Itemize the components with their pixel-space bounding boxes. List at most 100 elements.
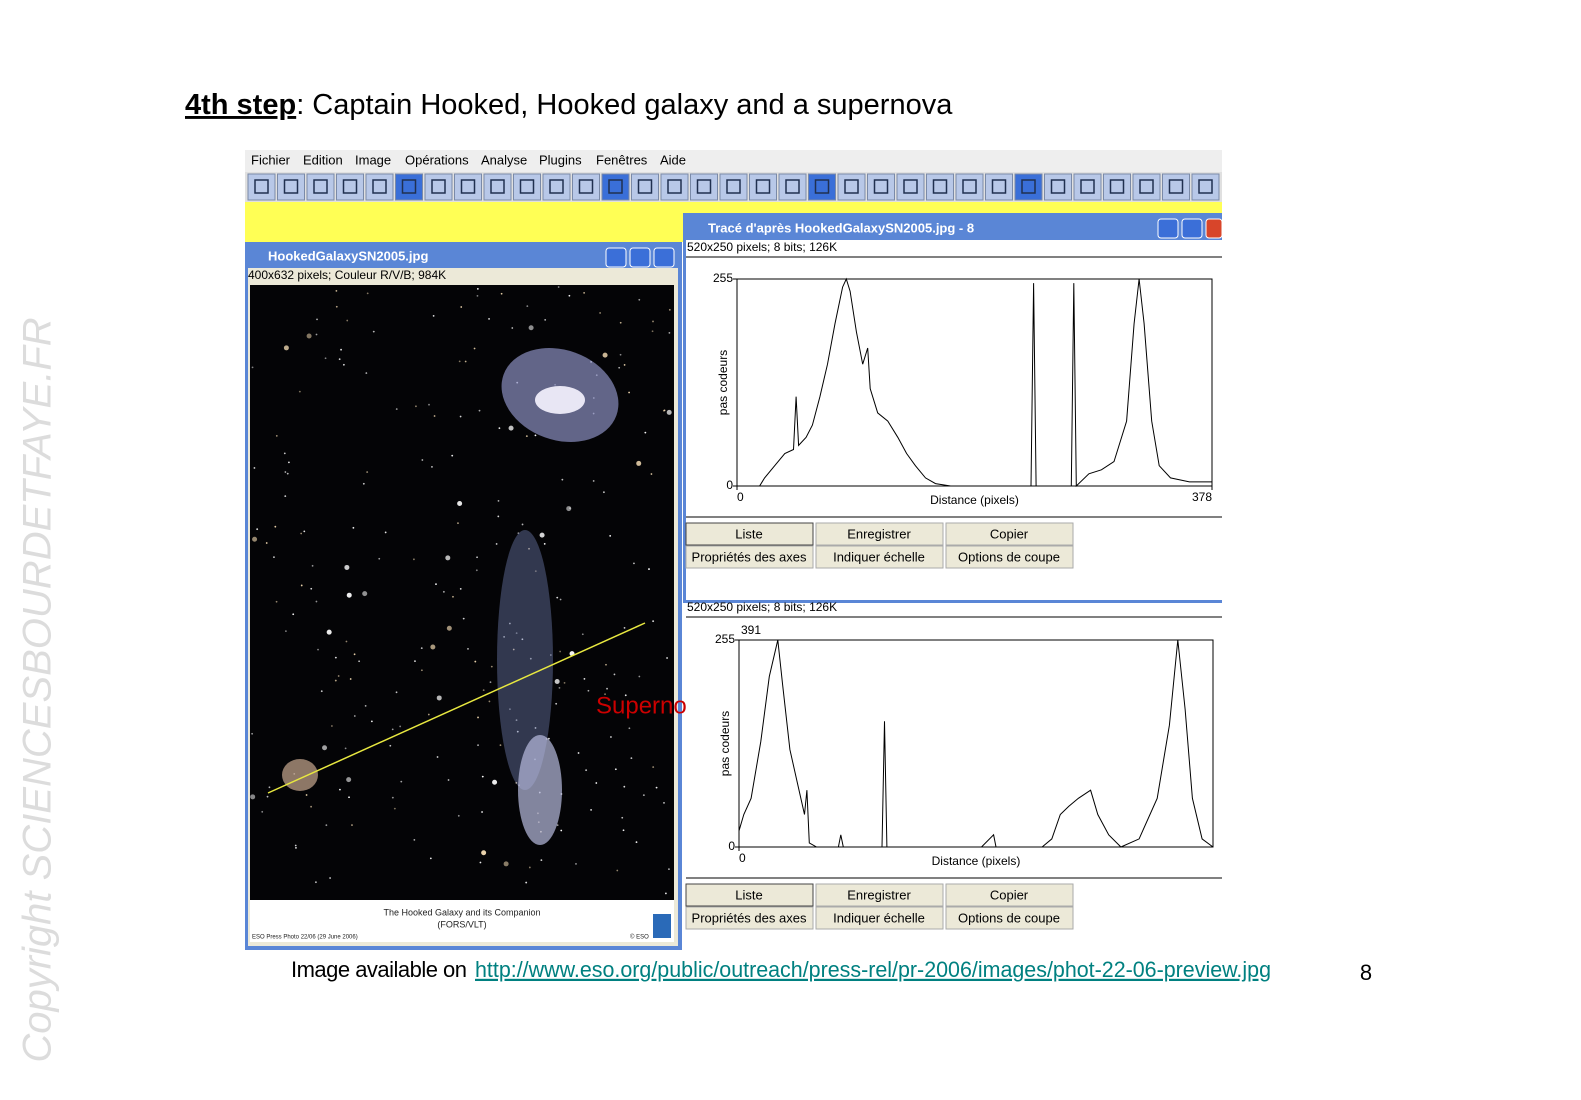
tool-button[interactable] xyxy=(896,173,925,201)
star xyxy=(500,292,503,295)
tool-icon xyxy=(490,179,505,194)
tool-button[interactable] xyxy=(867,173,895,201)
star xyxy=(286,472,289,475)
menu-item[interactable]: Opérations xyxy=(405,152,469,167)
star xyxy=(475,569,478,572)
y-tick-label: 255 xyxy=(715,632,735,646)
plot-info: 520x250 pixels; 8 bits; 126K xyxy=(687,240,837,254)
tool-button[interactable] xyxy=(1132,173,1161,201)
star xyxy=(372,330,375,333)
tool-button[interactable] xyxy=(1073,173,1102,201)
maximize[interactable] xyxy=(629,247,651,268)
star xyxy=(346,592,352,598)
button[interactable] xyxy=(815,906,944,930)
tool-button[interactable] xyxy=(277,173,305,201)
star xyxy=(666,657,668,659)
page-number: 8 xyxy=(1360,960,1372,985)
tool-button[interactable] xyxy=(778,173,807,201)
star xyxy=(325,824,328,827)
minimize[interactable] xyxy=(1157,218,1179,239)
star xyxy=(668,868,670,871)
star xyxy=(489,681,492,684)
tool-button[interactable] xyxy=(1044,173,1072,201)
button[interactable] xyxy=(685,522,814,546)
tool-icon xyxy=(401,179,417,194)
tool-button[interactable] xyxy=(1191,173,1220,201)
button[interactable] xyxy=(685,883,814,907)
tool-button[interactable] xyxy=(483,173,512,201)
button[interactable] xyxy=(945,522,1074,546)
star xyxy=(585,769,588,772)
tool-button[interactable] xyxy=(1162,173,1190,201)
menu-item[interactable]: Fenêtres xyxy=(596,152,648,167)
button[interactable] xyxy=(945,545,1074,569)
menu-item[interactable]: Edition xyxy=(303,152,343,167)
tool-button[interactable] xyxy=(690,173,718,201)
star xyxy=(610,736,612,738)
tool-button[interactable] xyxy=(660,173,689,201)
menu-item[interactable]: Fichier xyxy=(251,152,291,167)
tool-icon xyxy=(372,179,387,194)
tool-button[interactable] xyxy=(542,173,571,201)
tool-button[interactable] xyxy=(336,173,364,201)
companion-galaxy xyxy=(518,735,562,845)
star xyxy=(488,700,491,703)
star xyxy=(555,702,558,705)
star xyxy=(326,629,332,635)
tool-button[interactable] xyxy=(926,173,954,201)
y-axis-label: pas codeurs xyxy=(716,350,730,415)
tool-button[interactable] xyxy=(749,173,777,201)
tool-button[interactable] xyxy=(837,173,866,201)
close[interactable] xyxy=(653,247,675,268)
close[interactable] xyxy=(1205,218,1223,239)
star xyxy=(428,403,430,406)
button[interactable] xyxy=(815,883,944,907)
star xyxy=(606,687,608,690)
minimize[interactable] xyxy=(605,247,627,268)
tool-button[interactable] xyxy=(1103,173,1131,201)
button[interactable] xyxy=(815,522,944,546)
menu-item[interactable]: Image xyxy=(355,152,391,167)
tool-button[interactable] xyxy=(572,173,600,201)
tool-button[interactable] xyxy=(985,173,1013,201)
star xyxy=(628,727,631,730)
menu-item[interactable]: Plugins xyxy=(539,152,582,167)
star xyxy=(663,801,665,804)
star xyxy=(427,713,430,716)
tool-button[interactable] xyxy=(395,173,423,201)
tool-icon xyxy=(1080,179,1095,194)
star xyxy=(252,536,258,542)
button[interactable] xyxy=(945,883,1074,907)
tool-button[interactable] xyxy=(1014,173,1043,201)
footer-link[interactable]: http://www.eso.org/public/outreach/press… xyxy=(475,957,1271,982)
star xyxy=(459,587,462,590)
star xyxy=(666,409,672,415)
button[interactable] xyxy=(815,545,944,569)
tool-button[interactable] xyxy=(808,173,836,201)
button[interactable] xyxy=(685,906,814,930)
button-label: Indiquer échelle xyxy=(833,910,925,925)
tool-icon xyxy=(991,179,1007,194)
tool-button[interactable] xyxy=(719,173,748,201)
eso-logo xyxy=(653,914,671,938)
menu-item[interactable]: Analyse xyxy=(481,152,527,167)
tool-button[interactable] xyxy=(454,173,482,201)
tool-button[interactable] xyxy=(306,173,335,201)
tool-button[interactable] xyxy=(601,173,630,201)
star xyxy=(420,669,423,672)
star xyxy=(300,532,303,535)
tool-icon xyxy=(903,179,918,194)
button[interactable] xyxy=(945,906,1074,930)
tool-button[interactable] xyxy=(247,173,276,201)
tool-button[interactable] xyxy=(424,173,453,201)
maximize[interactable] xyxy=(1181,218,1203,239)
tool-button[interactable] xyxy=(955,173,984,201)
menu-item[interactable]: Aide xyxy=(660,152,686,167)
tool-button[interactable] xyxy=(365,173,394,201)
star xyxy=(663,409,666,412)
tool-button[interactable] xyxy=(513,173,541,201)
star xyxy=(331,725,333,727)
star xyxy=(476,287,479,290)
tool-button[interactable] xyxy=(631,173,659,201)
button[interactable] xyxy=(685,545,814,569)
